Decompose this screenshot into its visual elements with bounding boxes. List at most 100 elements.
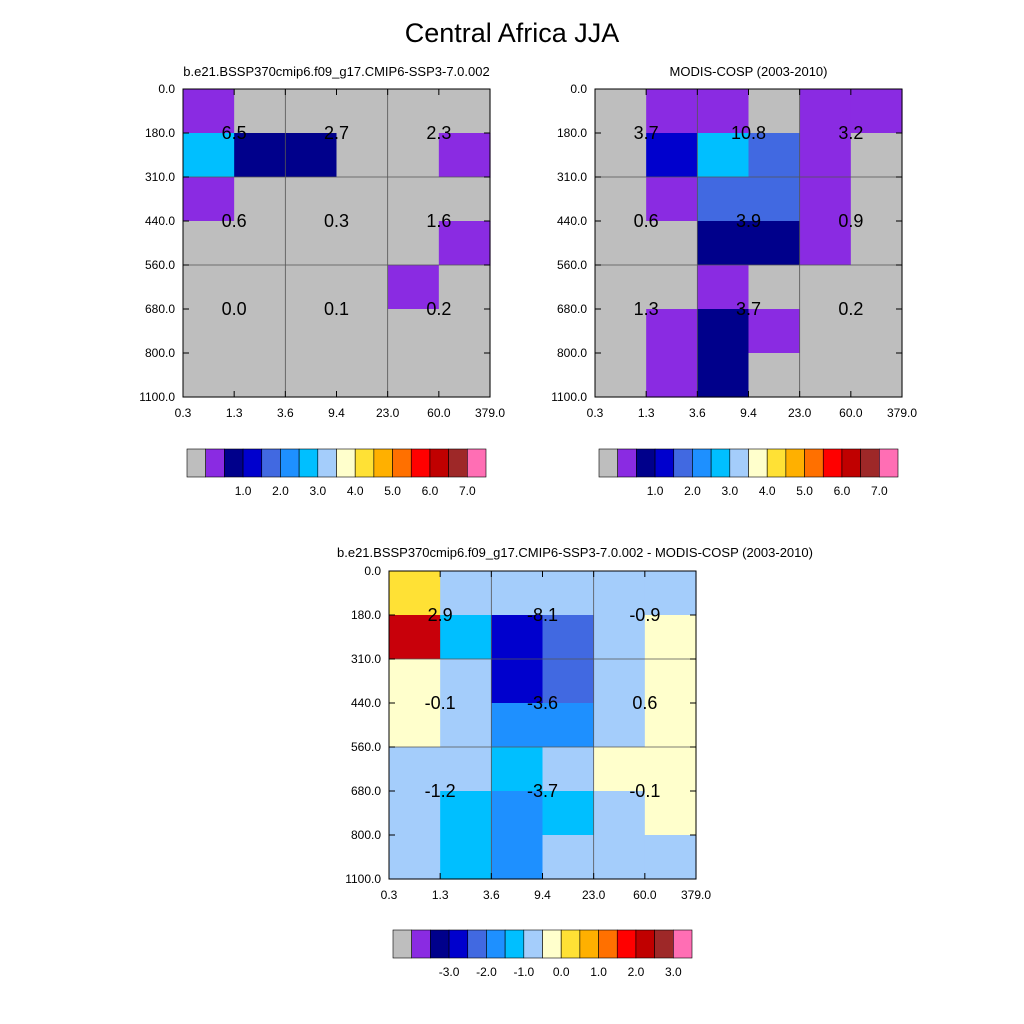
heatmap-cell-obs [748, 133, 801, 178]
colorbar-label-obs: 6.0 [834, 484, 851, 498]
heatmap-cell-model [285, 353, 338, 398]
x-tick-label-model: 60.0 [427, 406, 451, 420]
colorbar-label-model: 6.0 [422, 484, 439, 498]
heatmap-cell-diff [542, 835, 595, 880]
value-label-diff: -1.2 [425, 781, 456, 801]
value-label-diff: -0.1 [629, 781, 660, 801]
colorbar-swatch-model [298, 448, 319, 478]
heatmap-cell-diff [440, 659, 492, 704]
heatmap-cell-obs [799, 265, 852, 310]
colorbar-label-obs: 2.0 [684, 484, 701, 498]
heatmap-cell-obs [595, 133, 647, 178]
value-label-obs: 3.9 [736, 211, 761, 231]
colorbar-swatch-obs [841, 448, 861, 478]
colorbar-label-diff: -3.0 [439, 965, 460, 979]
y-tick-label-model: 440.0 [145, 214, 175, 228]
heatmap-cell-model [387, 133, 440, 178]
colorbar-swatch-obs [785, 448, 805, 478]
heatmap-cell-diff [593, 835, 646, 880]
heatmap-cell-obs [595, 177, 647, 222]
colorbar-label-obs: 4.0 [759, 484, 776, 498]
heatmap-cell-obs [748, 309, 801, 354]
y-tick-label-diff: 560.0 [351, 740, 381, 754]
heatmap-cell-diff [593, 747, 646, 792]
heatmap-cell-model [183, 353, 235, 398]
heatmap-cell-model [183, 89, 235, 134]
value-label-model: 1.6 [426, 211, 451, 231]
heatmap-cell-obs [850, 133, 903, 178]
colorbar-label-model: 1.0 [235, 484, 252, 498]
heatmap-cell-model [234, 353, 286, 398]
heatmap-cell-obs [748, 265, 801, 310]
x-tick-label-model: 9.4 [328, 406, 345, 420]
colorbar-swatch-diff [411, 929, 431, 959]
heatmap-cell-diff [644, 659, 697, 704]
value-label-obs: 10.8 [731, 123, 766, 143]
heatmap-cell-model [183, 177, 235, 222]
colorbar-swatch-diff [579, 929, 599, 959]
colorbar-label-diff: 3.0 [665, 965, 682, 979]
y-tick-label-model: 0.0 [158, 82, 175, 96]
y-tick-label-obs: 0.0 [570, 82, 587, 96]
heatmap-cell-diff [440, 835, 492, 880]
heatmap-cell-obs [595, 309, 647, 354]
heatmap-cell-obs [697, 177, 750, 222]
y-tick-label-model: 680.0 [145, 302, 175, 316]
heatmap-cell-obs [595, 265, 647, 310]
heatmap-cell-model [234, 89, 286, 134]
heatmap-cell-diff [389, 835, 441, 880]
y-tick-label-obs: 180.0 [557, 126, 587, 140]
x-tick-label-obs: 379.0 [887, 406, 917, 420]
heatmap-cell-model [234, 221, 286, 266]
heatmap-cell-diff [542, 747, 595, 792]
heatmap-cell-model [336, 133, 389, 178]
heatmap-cell-model [438, 89, 491, 134]
x-tick-label-obs: 9.4 [740, 406, 757, 420]
colorbar-label-obs: 7.0 [871, 484, 888, 498]
heatmap-cell-obs [748, 353, 801, 398]
heatmap-cell-model [336, 221, 389, 266]
y-tick-label-model: 180.0 [145, 126, 175, 140]
colorbar-swatch-diff [635, 929, 655, 959]
heatmap-cell-model [336, 353, 389, 398]
colorbar-swatch-diff [654, 929, 674, 959]
colorbar-label-model: 2.0 [272, 484, 289, 498]
heatmap-cell-diff [491, 835, 544, 880]
colorbar-swatch-model [410, 448, 431, 478]
heatmap-cell-diff [440, 571, 492, 616]
heatmap-cell-diff [542, 791, 595, 836]
heatmap-cell-model [183, 221, 235, 266]
heatmap-cell-model [234, 309, 286, 354]
heatmap-cell-model [387, 221, 440, 266]
colorbar-swatch-diff [542, 929, 562, 959]
heatmap-cell-diff [389, 791, 441, 836]
panel-title-obs: MODIS-COSP (2003-2010) [669, 64, 828, 79]
heatmap-cell-diff [644, 703, 697, 748]
colorbar-swatch-diff [486, 929, 506, 959]
heatmap-cell-obs [697, 353, 750, 398]
heatmap-cell-obs [646, 309, 698, 354]
heatmap-cell-model [285, 177, 338, 222]
heatmap-cell-obs [799, 353, 852, 398]
colorbar-swatch-obs [822, 448, 843, 478]
heatmap-cell-model [234, 177, 286, 222]
colorbar-swatch-model [448, 448, 468, 478]
heatmap-cell-model [285, 265, 338, 310]
heatmap-cell-model [234, 265, 286, 310]
heatmap-cell-obs [799, 309, 852, 354]
heatmap-cell-model [387, 177, 440, 222]
panel-title-model: b.e21.BSSP370cmip6.f09_g17.CMIP6-SSP3-7.… [183, 64, 490, 79]
x-tick-label-model: 379.0 [475, 406, 505, 420]
colorbar-swatch-diff [430, 929, 450, 959]
heatmap-cell-obs [748, 221, 801, 266]
colorbar-swatch-obs [766, 448, 787, 478]
heatmap-cell-model [183, 133, 235, 178]
heatmap-cell-obs [646, 221, 698, 266]
colorbar-label-model: 5.0 [384, 484, 401, 498]
heatmap-cell-diff [644, 571, 697, 616]
heatmap-cell-diff [389, 659, 441, 704]
heatmap-cell-obs [646, 89, 698, 134]
heatmap-cell-obs [748, 177, 801, 222]
heatmap-cell-obs [748, 89, 801, 134]
y-tick-label-obs: 1100.0 [551, 390, 587, 404]
